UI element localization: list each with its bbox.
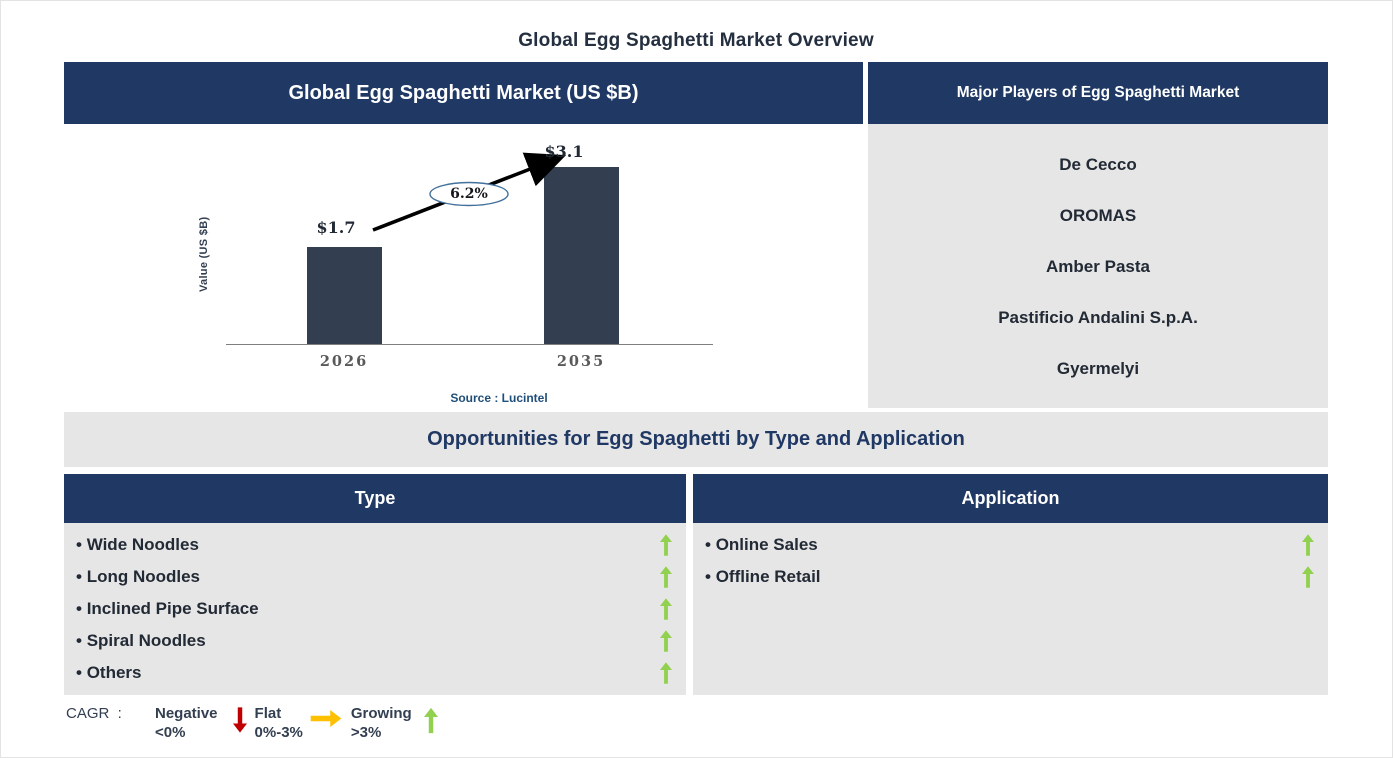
application-item-label: Online Sales — [705, 535, 1302, 555]
growth-arrow — [372, 152, 567, 232]
list-item: Spiral Noodles — [64, 625, 686, 657]
flat-right-arrow-icon — [310, 710, 342, 727]
y-axis-label: Value (US $B) — [198, 216, 210, 292]
player-name: De Cecco — [1059, 155, 1137, 175]
legend-growing-label: Growing — [350, 705, 412, 722]
legend-negative-range: <0% — [155, 724, 186, 741]
growing-up-arrow-icon — [660, 534, 672, 556]
list-item: Others — [64, 657, 686, 689]
growing-up-arrow-icon — [660, 566, 672, 588]
growing-up-arrow-icon — [423, 707, 438, 734]
cagr-ellipse — [429, 181, 509, 207]
growing-up-arrow-icon — [660, 598, 672, 620]
x-tick-2026: 2026 — [319, 353, 369, 370]
type-item-label: Wide Noodles — [76, 535, 660, 555]
chart-panel-header: Global Egg Spaghetti Market (US $B) — [64, 62, 863, 124]
list-item: Wide Noodles — [64, 529, 686, 561]
legend-entry-negative: Negative <0% — [155, 702, 247, 742]
type-item-label: Spiral Noodles — [76, 631, 660, 651]
bar-chart: Value (US $B) 6.2% $1.7 $3.1 2026 2035 S… — [64, 124, 863, 414]
application-item-label: Offline Retail — [705, 567, 1302, 587]
growing-up-arrow-icon — [1302, 566, 1314, 588]
players-panel-header-label: Major Players of Egg Spaghetti Market — [956, 84, 1240, 101]
list-item: Inclined Pipe Surface — [64, 593, 686, 625]
growing-up-arrow-icon — [660, 630, 672, 652]
bar-value-2026: $1.7 — [316, 218, 356, 237]
list-item: Offline Retail — [693, 561, 1328, 593]
legend-growing-text: Growing >3% — [351, 702, 412, 742]
source-note: Source : Lucintel — [450, 391, 548, 405]
legend-entry-flat: Flat 0%-3% — [255, 702, 342, 742]
x-tick-2035: 2035 — [556, 353, 606, 370]
player-name: Amber Pasta — [1046, 256, 1150, 276]
bar-2035 — [544, 167, 619, 344]
type-item-label: Others — [76, 663, 660, 683]
bar-2026 — [307, 247, 382, 344]
player-name: Pastificio Andalini S.p.A. — [998, 307, 1198, 327]
players-list: De Cecco OROMAS Amber Pasta Pastificio A… — [868, 124, 1328, 408]
players-panel-header: Major Players of Egg Spaghetti Market — [868, 62, 1328, 124]
type-list: Wide Noodles Long Noodles Inclined Pipe … — [64, 523, 686, 695]
chart-plot-area: 6.2% $1.7 $3.1 2026 2035 — [226, 124, 713, 370]
type-item-label: Inclined Pipe Surface — [76, 599, 660, 619]
application-header-label: Application — [961, 488, 1060, 508]
legend-growing-range: >3% — [350, 724, 382, 741]
legend-flat-range: 0%-3% — [254, 724, 303, 741]
cagr-value-label: 6.2% — [450, 186, 488, 202]
growing-up-arrow-icon — [660, 662, 672, 684]
type-header-label: Type — [354, 488, 396, 508]
application-list: Online Sales Offline Retail — [693, 523, 1328, 695]
legend-entry-growing: Growing >3% — [351, 702, 438, 742]
growing-up-arrow-icon — [1302, 534, 1314, 556]
player-name: Gyermelyi — [1056, 358, 1140, 378]
list-item: Long Noodles — [64, 561, 686, 593]
negative-down-arrow-icon — [232, 707, 247, 733]
chart-panel-header-label: Global Egg Spaghetti Market (US $B) — [288, 81, 639, 104]
application-column-header: Application — [693, 474, 1328, 523]
player-name: OROMAS — [1059, 206, 1137, 226]
opportunities-banner: Opportunities for Egg Spaghetti by Type … — [64, 412, 1328, 467]
legend-flat-label: Flat — [254, 705, 282, 722]
page-title: Global Egg Spaghetti Market Overview — [518, 30, 874, 51]
type-item-label: Long Noodles — [76, 567, 660, 587]
legend-negative-label: Negative — [155, 705, 218, 722]
list-item: Online Sales — [693, 529, 1328, 561]
cagr-legend: CAGR : Negative <0% Flat 0%-3% Growing >… — [66, 702, 438, 742]
legend-negative-text: Negative <0% — [155, 702, 218, 742]
bar-value-2035: $3.1 — [544, 142, 584, 161]
type-column-header: Type — [64, 474, 686, 523]
cagr-legend-prefix: CAGR : — [66, 705, 122, 722]
legend-flat-text: Flat 0%-3% — [255, 702, 303, 742]
